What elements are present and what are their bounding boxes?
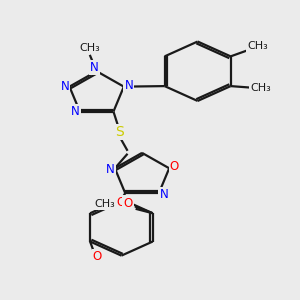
Text: O: O xyxy=(116,196,126,209)
Text: CH₃: CH₃ xyxy=(80,44,100,53)
Text: CH₃: CH₃ xyxy=(95,199,116,209)
Text: N: N xyxy=(61,80,69,93)
Text: O: O xyxy=(123,197,133,210)
Text: S: S xyxy=(116,125,124,140)
Text: N: N xyxy=(90,61,99,74)
Text: N: N xyxy=(124,79,133,92)
Text: O: O xyxy=(169,160,179,173)
Text: CH₃: CH₃ xyxy=(250,82,271,93)
Text: N: N xyxy=(106,163,115,176)
Text: O: O xyxy=(93,250,102,263)
Text: N: N xyxy=(159,188,168,201)
Text: N: N xyxy=(71,105,80,118)
Text: CH₃: CH₃ xyxy=(247,41,268,51)
